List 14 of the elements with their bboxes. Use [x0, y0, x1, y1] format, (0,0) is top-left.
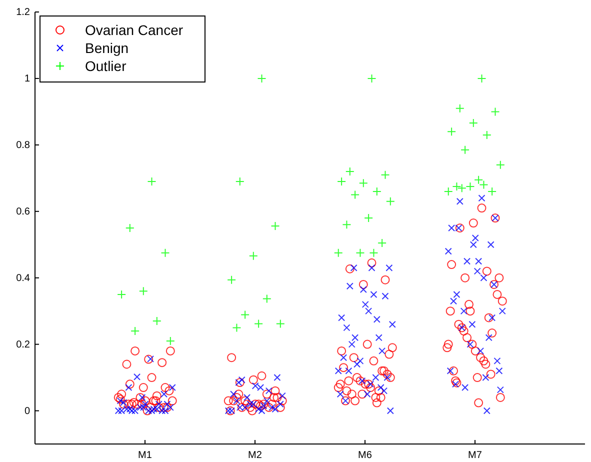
- x-tick-label: M6: [358, 450, 372, 461]
- y-tick-label: 1.2: [16, 7, 30, 18]
- y-tick-label: 0.2: [16, 340, 30, 351]
- x-tick-label: M7: [468, 450, 482, 461]
- legend-label: Benign: [85, 40, 129, 56]
- legend-label: Ovarian Cancer: [85, 22, 184, 38]
- x-tick-label: M2: [248, 450, 262, 461]
- y-tick-label: 0.4: [16, 273, 30, 284]
- y-tick-label: 1: [24, 74, 30, 85]
- y-tick-label: 0: [24, 406, 30, 417]
- y-tick-label: 0.8: [16, 140, 30, 152]
- legend-label: Outlier: [85, 58, 127, 74]
- y-tick-label: 0.6: [16, 206, 30, 218]
- x-tick-label: M1: [138, 450, 152, 461]
